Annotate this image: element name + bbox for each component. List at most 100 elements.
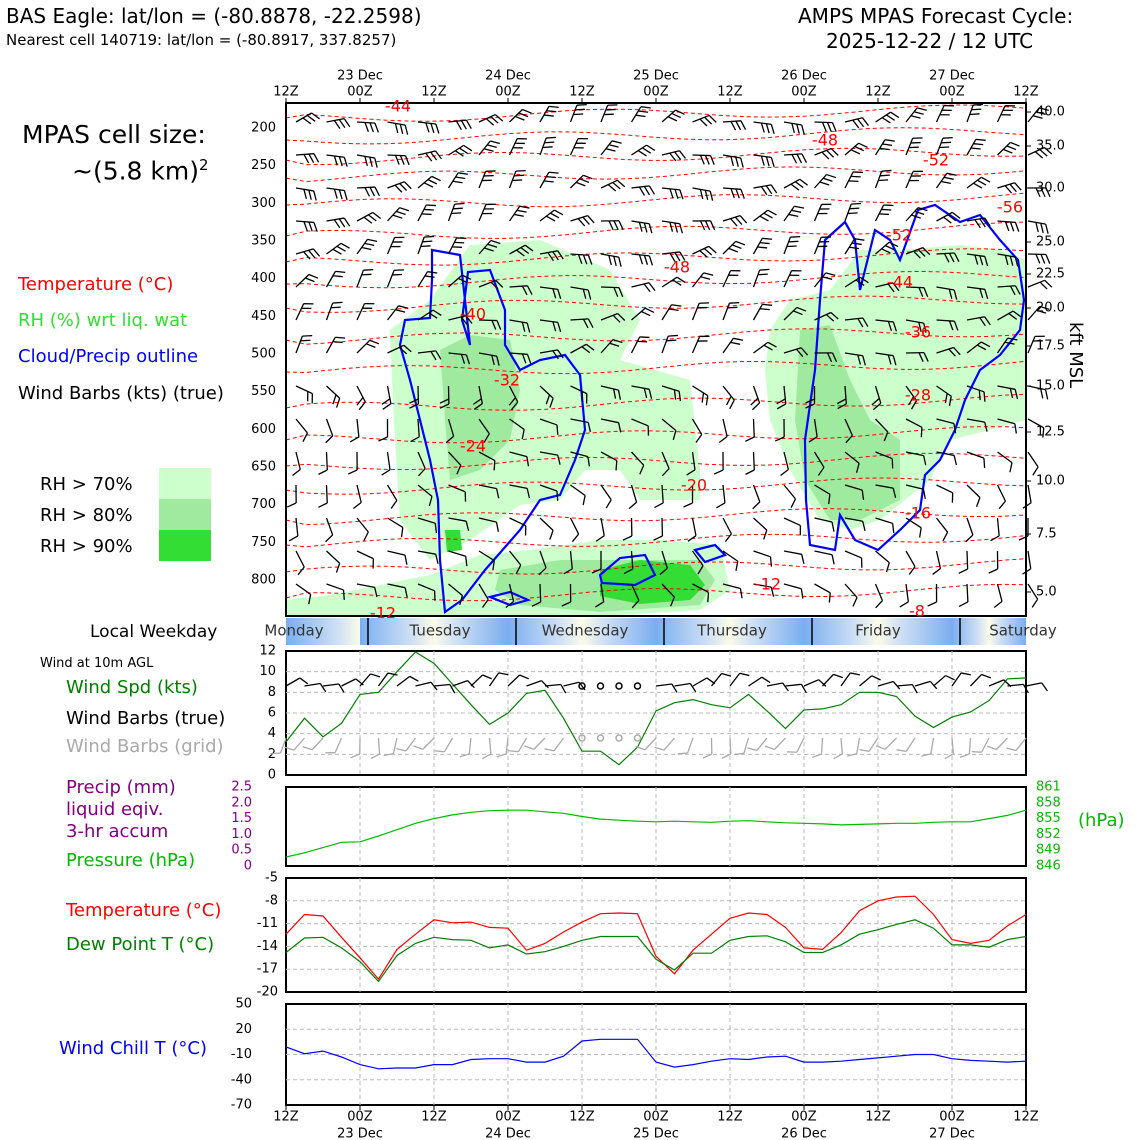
wind-barb (600, 484, 612, 509)
wind-barb-staff (295, 153, 314, 156)
wind-barb (381, 451, 391, 476)
surface-wind-barb-staff (359, 673, 372, 687)
wind-barb-flag (704, 190, 709, 200)
wind-barb-flag (427, 179, 438, 185)
surface-grid-barb-staff (686, 737, 694, 754)
wind-barb-flag (740, 189, 745, 199)
wind-barb (722, 154, 744, 168)
wind-barb-flag (364, 187, 371, 197)
wind-barb-staff (844, 484, 863, 491)
surface-grid-barb (702, 737, 713, 759)
wind-barb-staff (875, 241, 890, 255)
wind-barb-staff (875, 319, 894, 323)
wind-barb-flag (914, 210, 925, 216)
wind-barb-staff (844, 317, 863, 321)
wind-barb (905, 484, 926, 500)
wind-barb-flag (770, 586, 775, 597)
temperature-tick: -11 (257, 916, 278, 931)
surface-grid-barb-flag (734, 752, 744, 756)
wind-barb (325, 270, 346, 288)
wind-barb-flag (505, 601, 515, 608)
wind-barb-flag (399, 124, 404, 134)
wind-barb-flag (347, 469, 358, 475)
wind-barb-flag (582, 289, 587, 299)
wind-barb-flag (531, 601, 541, 607)
wind-barb (661, 334, 679, 354)
wind-barb-staff (814, 147, 832, 156)
wind-barb-staff (570, 484, 586, 497)
wind-barb (630, 583, 640, 609)
wind-barb-flag (674, 252, 681, 262)
wind-barb-flag (374, 157, 378, 168)
wind-barb (691, 302, 710, 321)
temperature-tick: -8 (265, 893, 278, 908)
surface-grid-barb-staff (905, 737, 916, 752)
wind-barb-flag (374, 587, 378, 598)
pressure-tick: 861 (1036, 780, 1061, 795)
surface-grid-barb (496, 737, 509, 758)
surface-wind-barb (544, 683, 567, 694)
wind-barb-flag (732, 244, 742, 250)
wind-barb-staff (478, 451, 496, 462)
wind-barb-flag (435, 350, 442, 360)
wind-barb-flag (769, 556, 773, 567)
wind-barb (631, 253, 654, 266)
wind-barb-flag (735, 156, 739, 167)
wind-barb-staff (631, 282, 650, 288)
wind-barb-staff (478, 550, 495, 562)
wind-barb-staff (905, 517, 922, 529)
wind-barb (1027, 418, 1045, 438)
wind-barb (661, 220, 683, 234)
wind-barb-staff (478, 140, 491, 156)
wind-barb-flag (883, 431, 889, 442)
wind-barb (905, 352, 929, 362)
wind-barb-flag (942, 136, 953, 139)
wind-barb (1027, 385, 1049, 400)
wind-barb-flag (727, 306, 738, 309)
wind-barb-staff (783, 347, 802, 354)
wind-barb-staff (508, 550, 522, 566)
wind-barb (661, 150, 687, 162)
wind-barb (753, 550, 773, 567)
wind-barb-flag (654, 502, 664, 509)
surface-wind-barb (859, 675, 881, 687)
temperature-contour (285, 270, 1027, 289)
wind-barb (844, 171, 864, 189)
wind-barb-flag (892, 355, 897, 366)
wind-barb-flag (435, 554, 439, 564)
wind-barb-staff (447, 237, 458, 255)
wind-barb (417, 121, 440, 134)
wind-barb-flag (549, 530, 554, 540)
wind-barb (509, 285, 533, 296)
surface-grid-barb-flag (747, 747, 758, 752)
wind-barb-flag (496, 355, 500, 366)
surface-wind-barb-flag (945, 674, 955, 681)
wind-barb (326, 583, 345, 600)
temperature-contour (285, 558, 1027, 575)
wind-barb-flag (674, 222, 679, 233)
wind-barb-staff (1027, 550, 1032, 569)
wind-barb-flag (335, 270, 346, 274)
wind-barb-flag (404, 554, 408, 565)
wind-barb (753, 341, 777, 354)
surface-wind-barb-staff (877, 680, 894, 687)
wind-barb (447, 172, 469, 189)
wind-barb-staff (966, 385, 985, 393)
temperature-tick: -20 (257, 985, 278, 1000)
wind-barb-staff (966, 217, 985, 222)
wind-barb-flag (434, 590, 436, 601)
wind-barb-flag (887, 321, 893, 331)
wind-barb-staff (539, 319, 558, 324)
wind-barb-staff (661, 385, 680, 392)
wind-barb-staff (600, 312, 619, 321)
wind-barb-flag (752, 501, 761, 510)
wind-barb-flag (885, 244, 895, 251)
weekday-band (656, 618, 804, 645)
wind-barb-staff (509, 352, 528, 355)
wind-barb-staff (905, 207, 919, 222)
wind-barb (631, 144, 656, 157)
wind-barb-flag (374, 186, 381, 197)
surface-wind-barb-flag (871, 675, 881, 681)
wind-barb-staff (691, 451, 696, 470)
wind-barb (966, 286, 989, 299)
